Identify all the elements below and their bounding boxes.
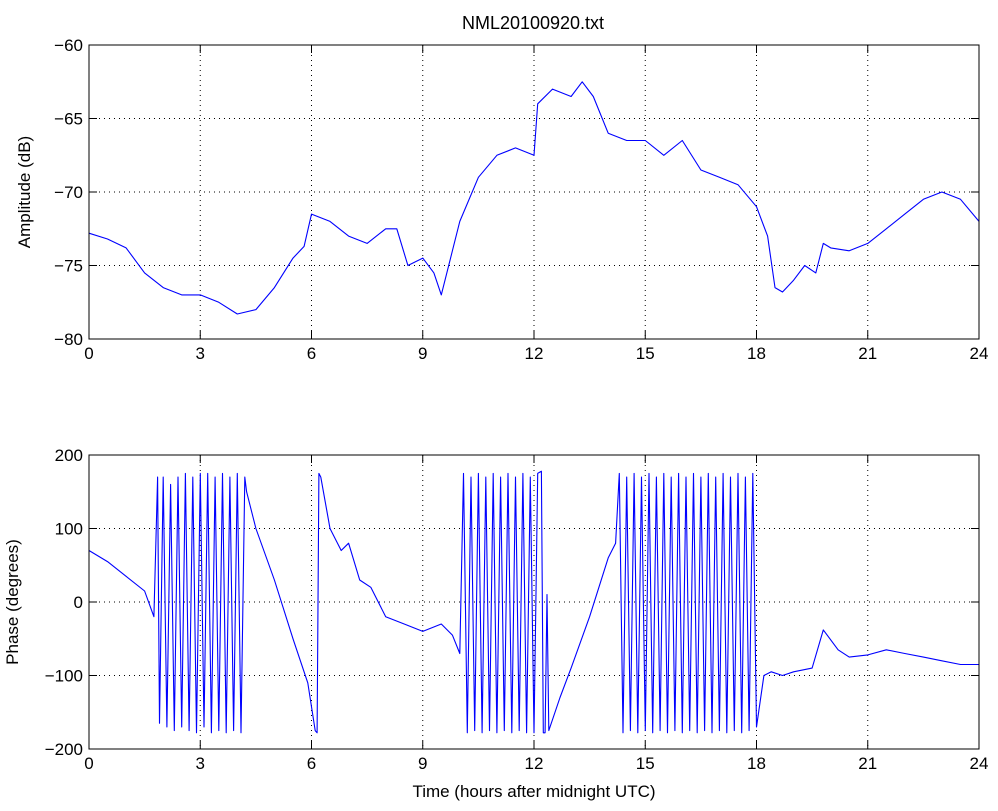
chart-panel-1: 0 3 6 9 12 15 18 21 24 −80 −75 −70 −65 −60 Amplitude (…: [15, 36, 988, 363]
y-tick-label: −80: [54, 330, 83, 349]
y-axis-label: Phase (degrees): [3, 539, 22, 665]
y-tick-label: −200: [45, 740, 83, 759]
x-tick-label: 3: [196, 344, 205, 363]
x-tick-label: 9: [418, 344, 427, 363]
series-line: [88, 81, 980, 315]
x-tick-label: 15: [636, 754, 655, 773]
series-line: [88, 470, 979, 734]
x-tick-label: 24: [970, 344, 989, 363]
x-tick-label: 6: [307, 344, 316, 363]
x-tick-label: 0: [84, 754, 93, 773]
chart-title: NML20100920.txt: [462, 13, 604, 33]
y-tick-label: 100: [55, 520, 83, 539]
y-tick-label: −65: [54, 110, 83, 129]
x-tick-label: 18: [747, 344, 766, 363]
x-tick-label: 21: [858, 754, 877, 773]
x-tick-label: 15: [636, 344, 655, 363]
x-tick-label: 12: [525, 754, 544, 773]
x-tick-label: 3: [196, 754, 205, 773]
x-tick-label: 12: [525, 344, 544, 363]
x-tick-label: 0: [84, 344, 93, 363]
chart-panel-2: 0 3 6 9 12 15 18 21 24 −200 −100 0 100 200 Phase (degr…: [3, 446, 988, 801]
y-axis-label: Amplitude (dB): [15, 136, 34, 248]
y-tick-label: −70: [54, 183, 83, 202]
x-tick-label: 6: [307, 754, 316, 773]
y-tick-label: 200: [55, 446, 83, 465]
x-tick-label: 18: [747, 754, 766, 773]
x-tick-label: 24: [970, 754, 989, 773]
x-tick-label: 9: [418, 754, 427, 773]
y-tick-label: −60: [54, 36, 83, 55]
x-axis-label: Time (hours after midnight UTC): [412, 782, 655, 801]
y-tick-label: 0: [74, 593, 83, 612]
x-tick-label: 21: [858, 344, 877, 363]
y-tick-label: −100: [45, 667, 83, 686]
y-tick-label: −75: [54, 257, 83, 276]
